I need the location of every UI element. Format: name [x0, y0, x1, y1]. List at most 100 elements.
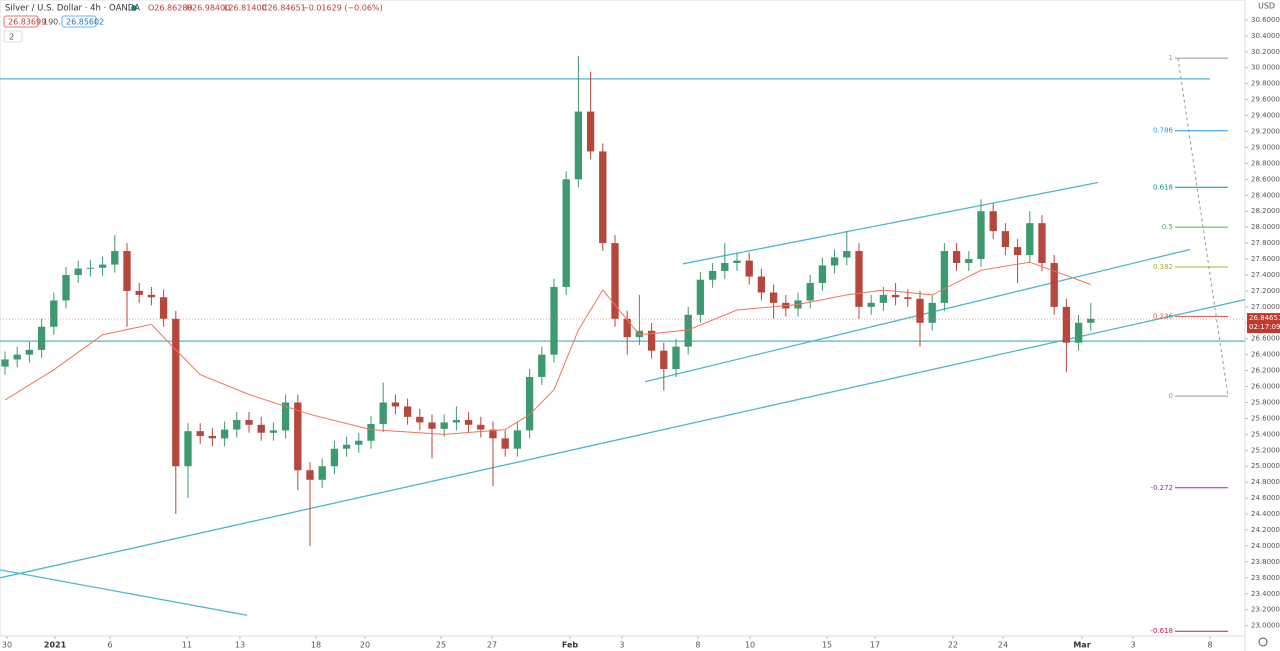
y-tick-label: 23.00000: [1251, 622, 1280, 630]
x-tick-label: 24: [998, 641, 1008, 650]
candle-body: [367, 424, 375, 441]
x-tick-label: 27: [487, 641, 497, 650]
ask-box[interactable]: [61, 15, 97, 28]
x-tick-label: 13: [235, 641, 245, 650]
candle-body: [660, 350, 668, 370]
candle-body: [391, 402, 400, 407]
y-tick-label: 30.40000: [1251, 32, 1280, 40]
candle-body: [1087, 318, 1095, 323]
candle-body: [416, 416, 424, 423]
candle-body: [830, 257, 839, 266]
candle-body: [428, 422, 436, 429]
plot-area: [0, 0, 1246, 637]
y-tick-label: 28.80000: [1251, 159, 1280, 167]
candle-body: [940, 251, 949, 303]
last-price: 26.84651: [1249, 314, 1280, 322]
candle-body: [184, 431, 192, 467]
y-tick-label: 26.20000: [1251, 367, 1280, 375]
candle-body: [159, 297, 168, 319]
y-tick-label: 28.00000: [1251, 223, 1280, 231]
y-tick-label: 25.40000: [1251, 430, 1280, 438]
indicator-toggle[interactable]: [3, 30, 23, 43]
candle-body: [1038, 223, 1046, 264]
y-tick-label: 27.00000: [1251, 303, 1280, 311]
candle-body: [355, 440, 363, 445]
y-tick-label: 25.80000: [1251, 398, 1280, 406]
candle-body: [867, 302, 875, 307]
y-tick-label: 30.00000: [1251, 64, 1280, 72]
bid-box[interactable]: [3, 15, 39, 28]
candle-body: [574, 111, 583, 180]
candle-body: [599, 151, 607, 244]
x-tick-label: 25: [436, 641, 446, 650]
y-tick-label: 25.00000: [1251, 462, 1280, 470]
moving-average: [4, 261, 1091, 435]
y-tick-label: 25.20000: [1251, 446, 1280, 454]
candle-body: [904, 297, 912, 299]
y-tick-label: 26.60000: [1251, 335, 1280, 343]
candle-body: [25, 349, 34, 355]
y-tick-label: 24.20000: [1251, 526, 1280, 534]
candle-body: [647, 330, 656, 351]
x-tick-label: 30: [2, 641, 12, 650]
candle-body: [1050, 263, 1058, 307]
candle-body: [855, 251, 863, 307]
candle-body: [233, 420, 241, 430]
candle-body: [513, 430, 522, 449]
x-tick-label: Feb: [562, 641, 579, 650]
candle-body: [208, 435, 217, 439]
candle-body: [98, 264, 107, 268]
bid: 26.83699: [8, 18, 46, 27]
candle-body: [50, 300, 58, 327]
candle-body: [135, 290, 143, 295]
y-tick-label: 23.20000: [1251, 606, 1280, 614]
y-tick-label: 24.40000: [1251, 510, 1280, 518]
candle-body: [123, 251, 131, 291]
candle-body: [635, 330, 644, 338]
candle-body: [269, 430, 278, 433]
status-dot: [131, 5, 137, 11]
fib-trend: [1177, 58, 1229, 397]
y-tick-label: 28.20000: [1251, 207, 1280, 215]
y-tick-label: 24.80000: [1251, 478, 1280, 486]
ask: 26.85602: [66, 18, 104, 27]
candle-body: [452, 420, 461, 423]
candle-body: [13, 354, 21, 360]
candle-body: [403, 406, 412, 417]
y-tick-label: 30.20000: [1251, 48, 1280, 56]
y-tick-label: 29.40000: [1251, 112, 1280, 120]
candle-body: [477, 424, 485, 430]
candle-body: [989, 211, 997, 232]
candle-body: [1013, 247, 1022, 256]
candle-body: [916, 298, 924, 323]
candle-body: [977, 211, 985, 260]
x-tick-label: 10: [745, 641, 755, 650]
x-tick-label: 6: [107, 641, 112, 650]
y-tick-label: 29.20000: [1251, 128, 1280, 136]
x-tick-label: 11: [182, 641, 192, 650]
currency: USD: [1258, 2, 1275, 11]
candle-body: [1026, 223, 1034, 256]
candle-body: [379, 402, 387, 424]
candle-body: [721, 263, 729, 271]
settings-icon[interactable]: [1258, 637, 1268, 647]
y-tick-label: 23.60000: [1251, 574, 1280, 582]
candle-body: [891, 294, 900, 298]
candle-body: [879, 294, 888, 303]
last-price-box: [1247, 313, 1280, 334]
candle-body: [220, 429, 229, 439]
fib-label: 0.382: [1153, 263, 1173, 271]
candle-body: [330, 448, 339, 467]
candle-body: [769, 292, 778, 303]
quote-high: H26.98400: [186, 4, 230, 13]
fib-label: -0.618: [1150, 627, 1173, 635]
quote-open: O26.86280: [148, 4, 192, 13]
y-tick-label: 29.80000: [1251, 80, 1280, 88]
candle-body: [62, 274, 70, 301]
fib-label: 0.786: [1153, 127, 1174, 135]
quote-change: −0.01629 (−0.06%): [302, 4, 383, 13]
candle-body: [74, 268, 82, 275]
candle-body: [147, 294, 156, 298]
y-tick-label: 24.00000: [1251, 542, 1280, 550]
fib-label: 0: [1169, 392, 1173, 400]
